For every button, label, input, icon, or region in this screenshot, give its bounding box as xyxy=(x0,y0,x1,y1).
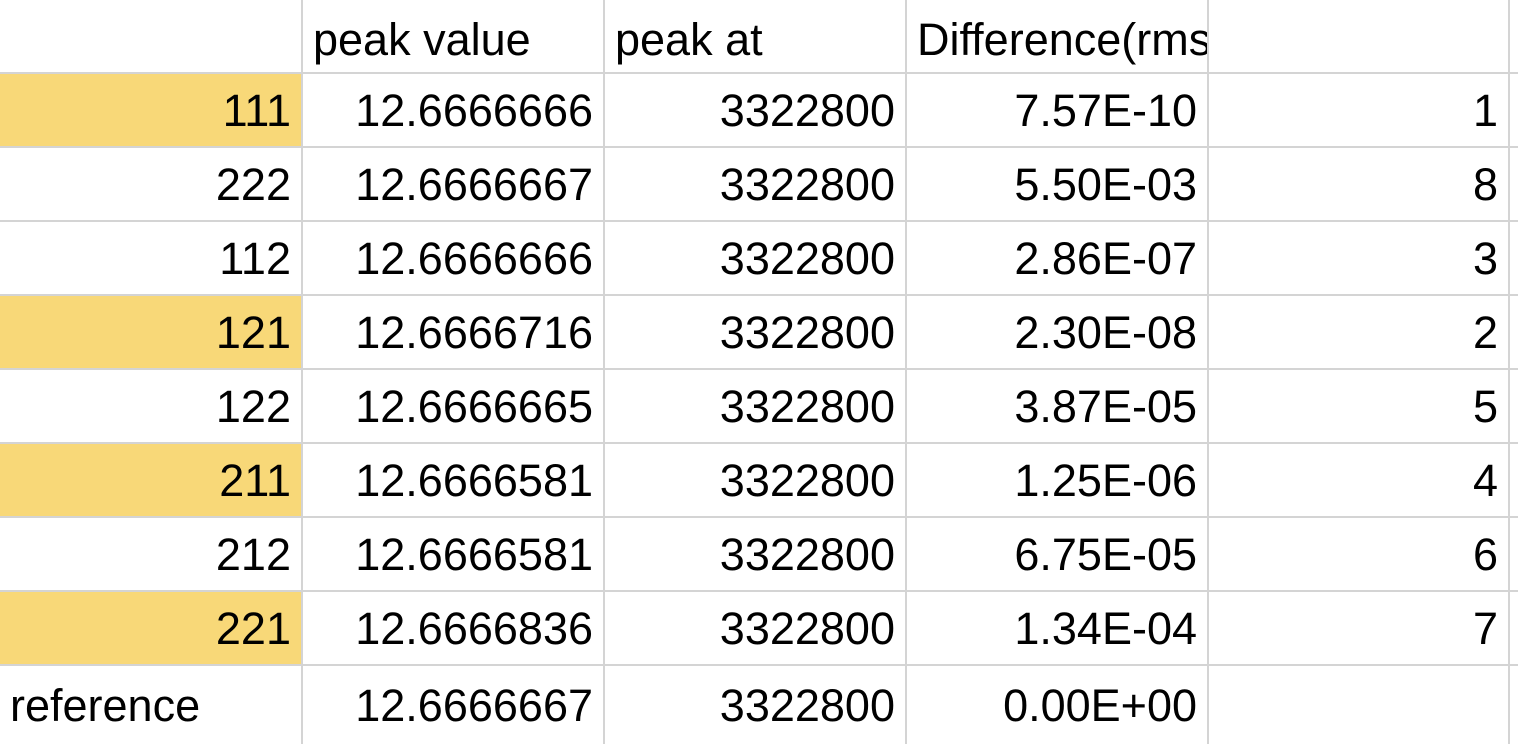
peak-value-cell[interactable]: 12.6666665 xyxy=(303,370,605,444)
rank-cell[interactable]: 7 xyxy=(1209,592,1510,666)
peak-at-cell[interactable]: 3322800 xyxy=(605,148,907,222)
header-cell-difference[interactable]: Difference(rms) xyxy=(907,0,1209,74)
row-label-cell[interactable]: 121 xyxy=(0,296,303,370)
peak-at-cell[interactable]: 3322800 xyxy=(605,74,907,148)
peak-at-cell[interactable]: 3322800 xyxy=(605,444,907,518)
rank-cell[interactable]: 3 xyxy=(1209,222,1510,296)
peak-value-cell[interactable]: 12.6666667 xyxy=(303,666,605,744)
peak-at-cell[interactable]: 3322800 xyxy=(605,222,907,296)
row-label-cell[interactable]: 112 xyxy=(0,222,303,296)
next-column-cell[interactable] xyxy=(1510,148,1518,222)
peak-value-cell[interactable]: 12.6666581 xyxy=(303,518,605,592)
row-label-cell[interactable]: 221 xyxy=(0,592,303,666)
rank-cell[interactable]: 4 xyxy=(1209,444,1510,518)
next-column-cell[interactable] xyxy=(1510,74,1518,148)
peak-at-cell[interactable]: 3322800 xyxy=(605,296,907,370)
next-column-cell[interactable] xyxy=(1510,444,1518,518)
next-column-cell[interactable] xyxy=(1510,296,1518,370)
peak-at-cell[interactable]: 3322800 xyxy=(605,666,907,744)
header-cell-rank[interactable] xyxy=(1209,0,1510,74)
row-label-cell[interactable]: 212 xyxy=(0,518,303,592)
rank-cell[interactable] xyxy=(1209,666,1510,744)
next-column-cell[interactable] xyxy=(1510,592,1518,666)
row-label-cell[interactable]: reference xyxy=(0,666,303,744)
difference-cell[interactable]: 7.57E-10 xyxy=(907,74,1209,148)
header-cell-peak-at[interactable]: peak at xyxy=(605,0,907,74)
next-column-cell[interactable] xyxy=(1510,222,1518,296)
peak-value-cell[interactable]: 12.6666716 xyxy=(303,296,605,370)
difference-cell[interactable]: 5.50E-03 xyxy=(907,148,1209,222)
peak-value-cell[interactable]: 12.6666581 xyxy=(303,444,605,518)
rank-cell[interactable]: 6 xyxy=(1209,518,1510,592)
row-label-cell[interactable]: 111 xyxy=(0,74,303,148)
rank-cell[interactable]: 5 xyxy=(1209,370,1510,444)
rank-cell[interactable]: 1 xyxy=(1209,74,1510,148)
peak-at-cell[interactable]: 3322800 xyxy=(605,592,907,666)
peak-at-cell[interactable]: 3322800 xyxy=(605,518,907,592)
row-label-cell[interactable]: 122 xyxy=(0,370,303,444)
peak-value-cell[interactable]: 12.6666667 xyxy=(303,148,605,222)
difference-cell[interactable]: 0.00E+00 xyxy=(907,666,1209,744)
peak-value-cell[interactable]: 12.6666836 xyxy=(303,592,605,666)
header-cell-label[interactable] xyxy=(0,0,303,74)
difference-cell[interactable]: 3.87E-05 xyxy=(907,370,1209,444)
difference-cell[interactable]: 2.30E-08 xyxy=(907,296,1209,370)
peak-value-cell[interactable]: 12.6666666 xyxy=(303,222,605,296)
row-label-cell[interactable]: 222 xyxy=(0,148,303,222)
difference-cell[interactable]: 2.86E-07 xyxy=(907,222,1209,296)
next-column-cell[interactable] xyxy=(1510,370,1518,444)
difference-cell[interactable]: 1.25E-06 xyxy=(907,444,1209,518)
peak-at-cell[interactable]: 3322800 xyxy=(605,370,907,444)
rank-cell[interactable]: 2 xyxy=(1209,296,1510,370)
header-cell-peak-value[interactable]: peak value xyxy=(303,0,605,74)
peak-value-cell[interactable]: 12.6666666 xyxy=(303,74,605,148)
header-cell-next-column[interactable] xyxy=(1510,0,1518,74)
difference-cell[interactable]: 1.34E-04 xyxy=(907,592,1209,666)
next-column-cell[interactable] xyxy=(1510,666,1518,744)
next-column-cell[interactable] xyxy=(1510,518,1518,592)
rank-cell[interactable]: 8 xyxy=(1209,148,1510,222)
difference-cell[interactable]: 6.75E-05 xyxy=(907,518,1209,592)
row-label-cell[interactable]: 211 xyxy=(0,444,303,518)
